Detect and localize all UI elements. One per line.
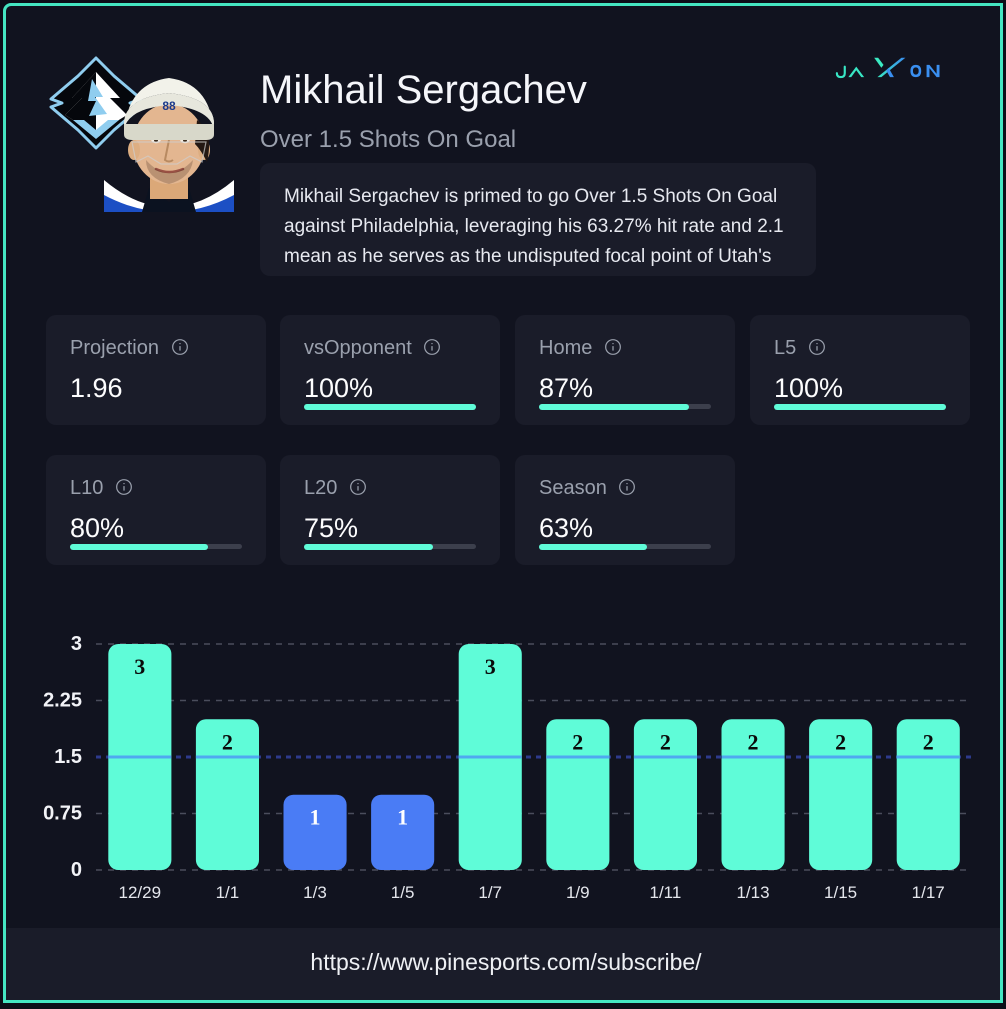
svg-text:2: 2 <box>222 729 233 754</box>
svg-text:3: 3 <box>134 654 145 679</box>
svg-text:1/3: 1/3 <box>303 883 327 902</box>
svg-text:2: 2 <box>572 729 583 754</box>
svg-text:0: 0 <box>71 859 82 881</box>
svg-text:3: 3 <box>485 654 496 679</box>
svg-text:1/17: 1/17 <box>912 883 945 902</box>
svg-text:3: 3 <box>71 633 82 655</box>
svg-text:2.25: 2.25 <box>43 690 82 712</box>
svg-text:88: 88 <box>162 99 176 113</box>
svg-text:2: 2 <box>748 729 759 754</box>
svg-text:1/9: 1/9 <box>566 883 590 902</box>
svg-text:2: 2 <box>923 729 934 754</box>
svg-text:1/13: 1/13 <box>736 883 769 902</box>
svg-text:1/11: 1/11 <box>649 883 681 902</box>
svg-text:1/1: 1/1 <box>216 883 240 902</box>
svg-text:1: 1 <box>310 805 321 830</box>
svg-text:2: 2 <box>660 729 671 754</box>
svg-text:2: 2 <box>835 729 846 754</box>
svg-text:1/15: 1/15 <box>824 883 857 902</box>
svg-text:0.75: 0.75 <box>43 803 82 825</box>
svg-text:12/29: 12/29 <box>119 883 162 902</box>
svg-text:1/5: 1/5 <box>391 883 415 902</box>
svg-text:1: 1 <box>397 805 408 830</box>
svg-text:1/7: 1/7 <box>478 883 502 902</box>
svg-text:1.5: 1.5 <box>54 746 82 768</box>
